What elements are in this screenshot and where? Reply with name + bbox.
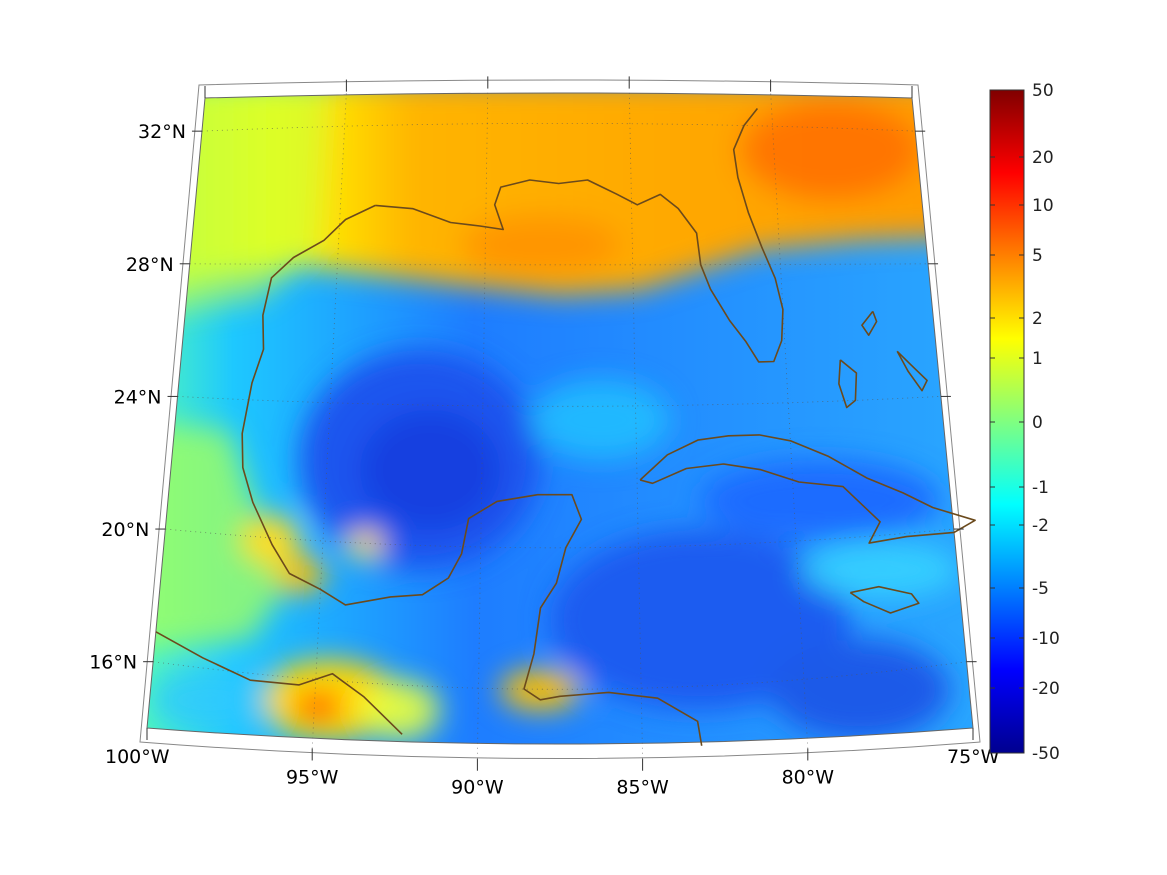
lat-tick-label: 24°N	[114, 386, 162, 408]
colorbar-tick-label: 5	[1032, 246, 1043, 266]
colorbar-tick-label: -10	[1032, 629, 1060, 649]
coastline	[838, 359, 858, 409]
lon-tick-label: 85°W	[616, 777, 669, 799]
graticule-lon-line	[628, 88, 643, 759]
coastline	[241, 204, 703, 746]
coastlines	[155, 108, 976, 746]
coastline	[639, 434, 976, 544]
colorbar-tick-label: 2	[1032, 309, 1043, 329]
coastline	[861, 310, 878, 336]
colorbar-tick-label: 1	[1032, 349, 1043, 369]
map-field	[147, 93, 973, 744]
longitude-ticks: 100°W 95°W 90°W 85°W 80°W 75°W	[105, 76, 1000, 799]
graticule-lat-line	[189, 263, 929, 266]
graticule-lon-line	[477, 88, 489, 759]
colorbar-gradient	[989, 89, 1025, 754]
colorbar-tick-label: -20	[1032, 679, 1060, 699]
colorbar-tick-label: 10	[1032, 196, 1054, 216]
lat-tick-label: 28°N	[126, 254, 174, 276]
colorbar-tick-label: 20	[1032, 148, 1054, 168]
lon-tick-label: 95°W	[286, 766, 339, 788]
lon-tick-label: 90°W	[451, 777, 504, 799]
colorbar-tick-label: 50	[1032, 81, 1054, 101]
coastline	[849, 585, 920, 614]
map-frame	[139, 79, 981, 759]
colorbar-tick-label: -2	[1032, 516, 1049, 536]
coastline	[155, 631, 403, 735]
lat-tick-label: 16°N	[89, 652, 137, 674]
colorbar-tick-label: -5	[1032, 579, 1049, 599]
lat-tick-label: 20°N	[101, 519, 149, 541]
coastline	[896, 350, 928, 392]
lon-tick-label: 80°W	[782, 766, 835, 788]
latitude-ticks: 32°N 28°N 24°N 20°N 16°N	[89, 121, 977, 674]
lon-tick-label: 100°W	[105, 746, 170, 768]
lat-tick-label: 32°N	[138, 121, 186, 143]
lon-tick-label: 75°W	[947, 746, 1000, 768]
colorbar-tick-label: 0	[1032, 413, 1043, 433]
graticule	[153, 88, 967, 759]
colorbar-tick-label: -50	[1032, 744, 1060, 764]
coastline	[375, 108, 784, 363]
colorbar-tick-label: -1	[1032, 478, 1049, 498]
